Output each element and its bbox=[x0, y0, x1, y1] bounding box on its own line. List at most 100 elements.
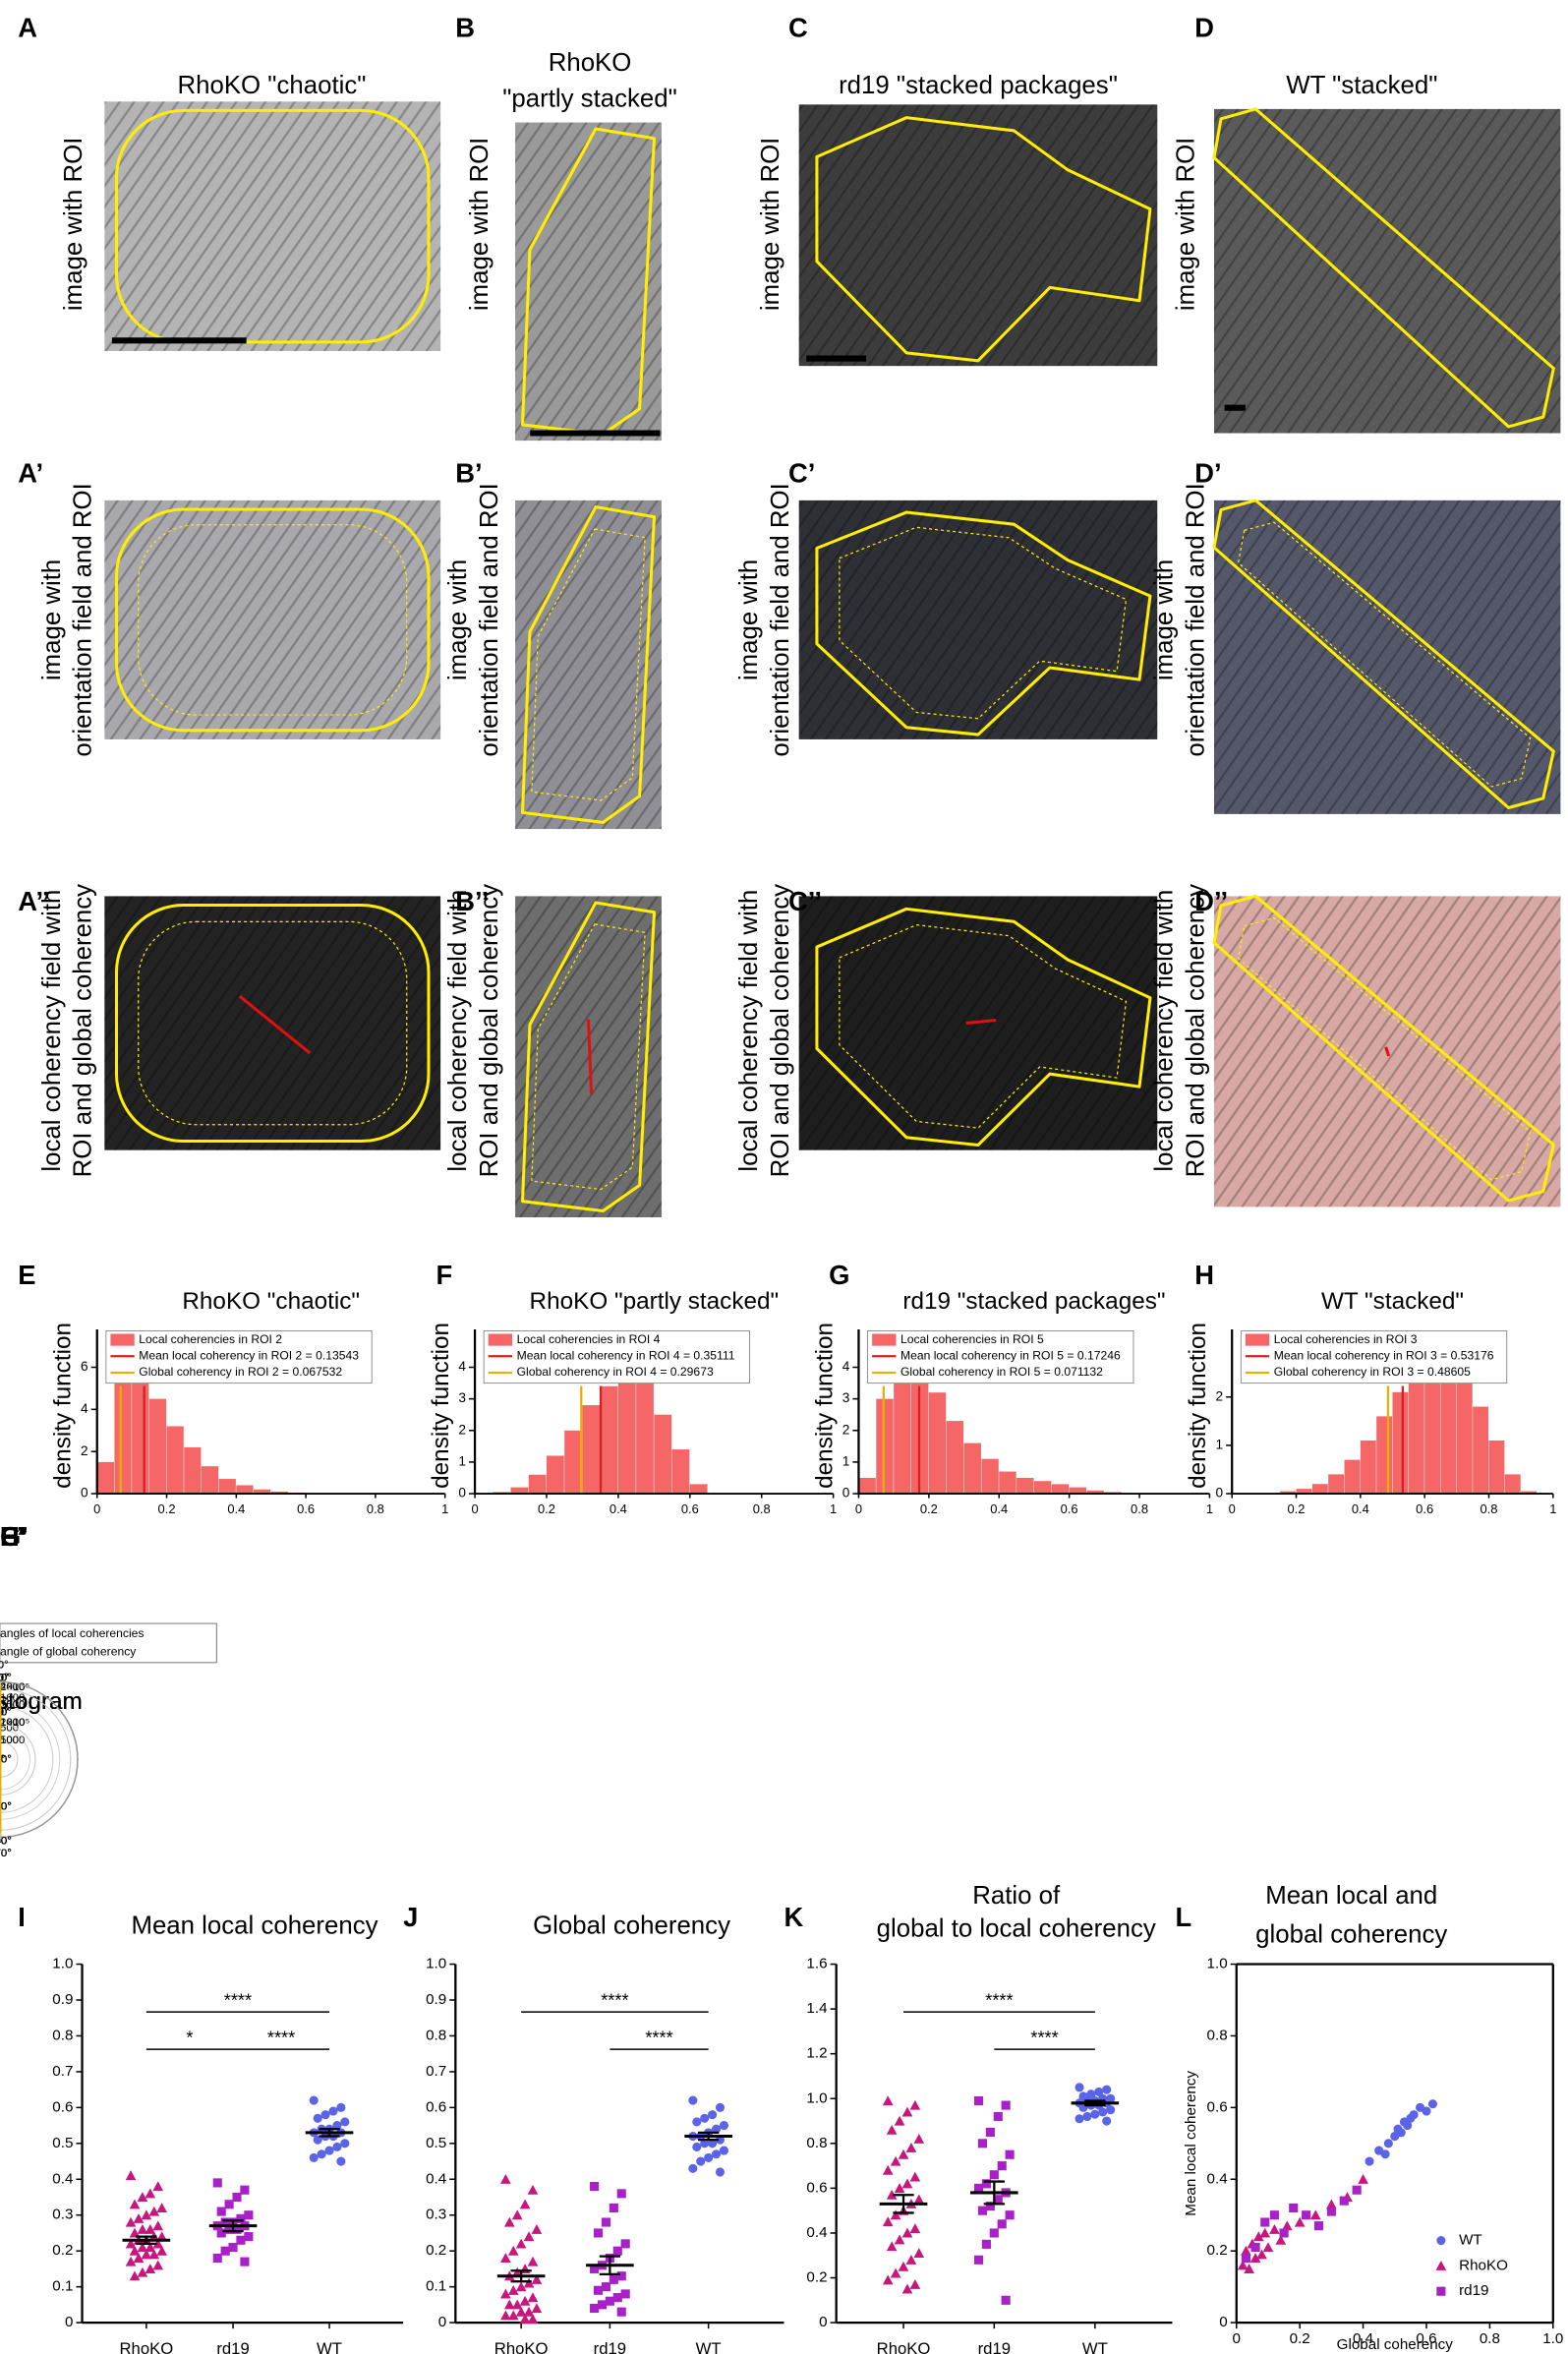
roi-outline bbox=[531, 528, 646, 801]
data-point bbox=[1244, 2264, 1254, 2273]
data-point bbox=[336, 2156, 346, 2166]
data-point bbox=[985, 2127, 995, 2137]
angle-tick-label: 330° bbox=[0, 1800, 12, 1812]
data-point bbox=[156, 2245, 167, 2256]
panel-letter: E’ bbox=[0, 1521, 26, 1552]
data-point bbox=[145, 2242, 156, 2253]
y-axis-label: density function bbox=[1185, 1323, 1211, 1489]
histogram-bar bbox=[1296, 1489, 1312, 1495]
y-tick-label: 0.5 bbox=[426, 2135, 446, 2151]
angle-tick-label: 60° bbox=[0, 1673, 9, 1684]
chart-title: Mean local and bbox=[1265, 1882, 1437, 1910]
x-tick-label: 0.4 bbox=[1352, 1501, 1369, 1516]
micrograph-texture bbox=[798, 104, 1158, 367]
x-tick-label: 0.8 bbox=[367, 1501, 384, 1516]
x-tick-label: 1.0 bbox=[1542, 2330, 1563, 2347]
y-tick-label: 0 bbox=[1219, 2314, 1227, 2330]
roi-outline bbox=[138, 524, 408, 716]
legend-label: angle of global coherency bbox=[0, 1644, 137, 1658]
data-point bbox=[1326, 2207, 1336, 2216]
data-point bbox=[973, 2095, 984, 2106]
histogram-bar bbox=[636, 1380, 654, 1495]
data-point bbox=[523, 2306, 535, 2317]
legend-label: Global coherency in ROI 4 = 0.29673 bbox=[517, 1365, 714, 1379]
data-point bbox=[909, 2099, 921, 2110]
histogram-bar bbox=[1456, 1383, 1473, 1495]
angle-tick-label: 30° bbox=[0, 1707, 9, 1719]
y-tick-label: 0.4 bbox=[52, 2170, 73, 2187]
histogram-bar bbox=[254, 1489, 271, 1495]
x-tick-label: 0.2 bbox=[158, 1501, 176, 1516]
roi-outline bbox=[114, 108, 431, 344]
legend-box bbox=[105, 1330, 373, 1384]
data-point bbox=[507, 2310, 519, 2321]
data-point bbox=[503, 2216, 515, 2227]
panel-letter: B bbox=[455, 13, 475, 43]
panel-letter: C’’ bbox=[788, 886, 822, 916]
data-point bbox=[597, 2300, 608, 2310]
histogram-bar bbox=[1408, 1373, 1424, 1495]
y-tick-label: 0.8 bbox=[52, 2027, 73, 2043]
data-point bbox=[886, 2189, 898, 2200]
data-point bbox=[216, 2228, 226, 2238]
x-tick-label: WT bbox=[317, 2339, 342, 2354]
significance-label: **** bbox=[985, 1990, 1013, 2010]
x-tick-label: 0 bbox=[93, 1501, 100, 1516]
data-point bbox=[500, 2310, 511, 2321]
legend-label: Global coherency in ROI 5 = 0.071132 bbox=[900, 1365, 1103, 1379]
data-point bbox=[605, 2296, 614, 2306]
y-tick-label: 0.2 bbox=[52, 2242, 73, 2259]
row-label: ROI and global coherency bbox=[70, 884, 97, 1178]
data-point bbox=[700, 2113, 710, 2123]
histogram-bar bbox=[963, 1442, 981, 1495]
data-point bbox=[688, 2095, 698, 2105]
x-tick-label: 1 bbox=[441, 1501, 448, 1516]
y-tick-label: 0.1 bbox=[52, 2278, 73, 2295]
data-point bbox=[1106, 2105, 1116, 2115]
x-tick-label: 0.8 bbox=[1481, 1501, 1498, 1516]
legend-box bbox=[1240, 1330, 1508, 1384]
angle-tick-label: 90° bbox=[0, 1660, 9, 1672]
panel-letter: A’ bbox=[18, 457, 43, 488]
significance-label: **** bbox=[224, 1990, 252, 2010]
histogram-bar bbox=[166, 1426, 184, 1495]
data-point bbox=[125, 2216, 137, 2227]
y-tick-label: 4 bbox=[458, 1359, 466, 1374]
data-point bbox=[511, 2209, 523, 2220]
data-point bbox=[601, 2282, 610, 2292]
radial-tick-label: 1000 bbox=[0, 1692, 25, 1704]
angle-tick-label: 330° bbox=[0, 1800, 12, 1812]
angle-tick-label: 180° bbox=[0, 1753, 12, 1765]
y-tick-label: 1.6 bbox=[806, 1956, 827, 1972]
data-point bbox=[228, 2242, 238, 2253]
micrograph-texture bbox=[1213, 108, 1561, 434]
data-point bbox=[1313, 2221, 1324, 2231]
angle-tick-label: 180° bbox=[0, 1753, 12, 1765]
x-tick-label: RhoKO bbox=[877, 2339, 931, 2354]
data-point bbox=[909, 2223, 921, 2233]
y-tick-label: 0.8 bbox=[1207, 2027, 1228, 2043]
roi-outline bbox=[1212, 499, 1555, 810]
significance-label: **** bbox=[267, 2028, 295, 2047]
angle-tick-label: 0° bbox=[0, 1753, 5, 1765]
data-point bbox=[894, 2183, 905, 2193]
radial-tick-label: 1000 bbox=[0, 1735, 25, 1746]
roi-outline bbox=[1238, 521, 1532, 788]
legend-label: Global coherency in ROI 3 = 0.48605 bbox=[1274, 1365, 1471, 1379]
data-point bbox=[890, 2209, 901, 2220]
angle-tick-label: 240° bbox=[0, 1835, 12, 1847]
angle-tick-label: 330° bbox=[0, 1800, 12, 1812]
data-point bbox=[981, 2239, 991, 2249]
panel-letter: D bbox=[1194, 13, 1214, 43]
data-point bbox=[894, 2115, 905, 2126]
panel-letter: I bbox=[18, 1902, 26, 1932]
data-point bbox=[523, 2277, 535, 2288]
data-point bbox=[1275, 2234, 1287, 2245]
data-point bbox=[236, 2235, 246, 2245]
angle-tick-label: 150° bbox=[0, 1707, 12, 1719]
y-tick-label: 0.6 bbox=[1207, 2098, 1228, 2115]
data-point bbox=[700, 2139, 710, 2148]
roi-outline bbox=[815, 907, 1152, 1148]
data-point bbox=[232, 2192, 242, 2203]
data-point bbox=[133, 2213, 145, 2223]
